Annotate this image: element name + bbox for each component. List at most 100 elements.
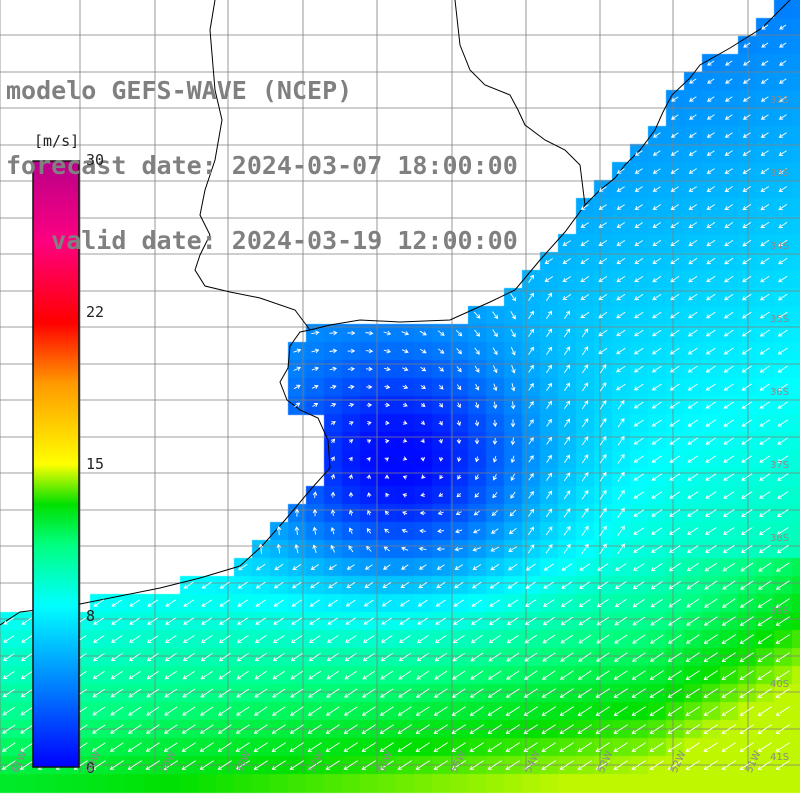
wind-arrow (401, 528, 408, 534)
wind-arrow (93, 617, 105, 625)
wind-arrow (757, 760, 772, 770)
wind-arrow (599, 507, 607, 518)
wind-arrow (723, 311, 734, 319)
wind-arrow (473, 528, 481, 534)
wind-arrow (528, 508, 534, 517)
wind-arrow (613, 742, 628, 752)
wind-arrow (218, 652, 231, 662)
wind-arrow (616, 347, 626, 355)
wind-arrow (581, 382, 589, 392)
wind-arrow (721, 688, 736, 698)
wind-arrow (685, 688, 700, 698)
wind-arrow (559, 688, 574, 698)
wind-arrow (723, 383, 734, 391)
wind-arrow (507, 599, 519, 607)
wind-arrow (704, 527, 717, 535)
wind-arrow (581, 489, 589, 500)
wind-arrow (670, 114, 679, 120)
wind-arrow (271, 706, 286, 716)
wind-arrow (685, 652, 700, 662)
wind-arrow (634, 222, 643, 228)
wind-arrow (581, 400, 589, 410)
wind-arrow (421, 474, 426, 479)
wind-arrow (706, 132, 715, 138)
wind-arrow (578, 599, 591, 608)
wind-arrow (145, 760, 160, 770)
wind-arrow (652, 240, 662, 247)
wind-arrow (343, 742, 358, 752)
wind-arrow (742, 114, 751, 120)
wind-arrow (256, 563, 266, 571)
wind-arrow (613, 724, 628, 734)
wind-arrow (560, 634, 574, 644)
wind-arrow (742, 222, 752, 229)
wind-arrow (528, 400, 534, 409)
wind-arrow (399, 599, 410, 607)
wind-arrow (439, 474, 444, 480)
wind-arrow (420, 402, 426, 407)
wind-arrow (380, 688, 394, 698)
wind-arrow (724, 150, 733, 156)
wind-arrow (633, 545, 645, 553)
wind-arrow (741, 329, 752, 337)
wind-arrow (19, 742, 34, 752)
wind-arrow (511, 365, 516, 374)
wind-arrow (687, 329, 698, 337)
wind-arrow (402, 438, 408, 443)
wind-arrow (775, 616, 790, 626)
wind-arrow (348, 384, 355, 390)
wind-arrow (348, 402, 355, 408)
forecast-date: forecast date: 2024-03-07 18:00:00 (6, 151, 518, 180)
wind-arrow (667, 688, 682, 698)
wind-arrow (759, 401, 771, 409)
wind-arrow (474, 329, 481, 337)
wind-arrow (311, 366, 320, 371)
wind-arrow (579, 581, 591, 589)
wind-arrow (418, 546, 427, 552)
wind-arrow (379, 742, 394, 752)
wind-arrow (761, 24, 769, 30)
wind-arrow (454, 581, 464, 589)
wind-arrow (563, 490, 571, 500)
wind-arrow (703, 670, 718, 680)
wind-arrow (705, 509, 717, 517)
wind-arrow (595, 688, 610, 698)
wind-arrow (528, 328, 534, 337)
wind-arrow (651, 401, 662, 409)
wind-arrow (363, 617, 375, 625)
wind-arrow (667, 706, 682, 716)
wind-arrow (145, 724, 160, 734)
wind-arrow (616, 311, 626, 319)
wind-arrow (402, 475, 408, 480)
wind-arrow (291, 599, 302, 607)
wind-arrow (688, 150, 697, 156)
wind-arrow (579, 563, 591, 571)
wind-arrow (111, 617, 123, 625)
wind-arrow (436, 581, 446, 589)
wind-arrow (292, 564, 302, 571)
wind-arrow (704, 562, 718, 572)
wind-arrow (632, 581, 645, 590)
wind-arrow (436, 564, 445, 570)
wind-arrow (346, 564, 355, 570)
wind-arrow (327, 599, 338, 607)
wind-arrow (741, 437, 753, 445)
wind-arrow (433, 742, 448, 752)
wind-arrow (417, 617, 429, 625)
wind-arrow (201, 581, 212, 589)
wind-arrow (775, 598, 790, 608)
wind-arrow (434, 652, 448, 662)
wind-arrow (706, 240, 716, 247)
wind-arrow (562, 294, 572, 301)
wind-arrow (703, 724, 718, 734)
wind-arrow (400, 564, 409, 570)
wind-arrow (705, 437, 717, 445)
wind-arrow (437, 510, 444, 516)
wind-arrow (237, 599, 249, 607)
wind-arrow (739, 652, 754, 662)
wind-arrow (528, 419, 534, 427)
wind-arrow (470, 670, 484, 680)
wind-arrow (723, 509, 735, 517)
wind-arrow (706, 96, 715, 102)
wind-arrow (528, 526, 535, 536)
